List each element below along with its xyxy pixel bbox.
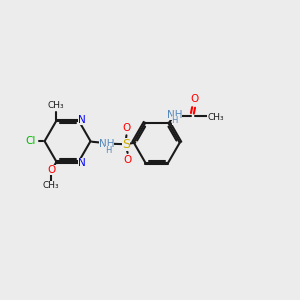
Text: N: N bbox=[77, 158, 85, 167]
Text: H: H bbox=[172, 116, 178, 125]
Text: O: O bbox=[190, 94, 199, 104]
Text: CH₃: CH₃ bbox=[48, 101, 64, 110]
Text: N: N bbox=[77, 115, 85, 125]
Text: O: O bbox=[122, 123, 130, 133]
Text: O: O bbox=[47, 166, 56, 176]
Text: CH₃: CH₃ bbox=[43, 181, 59, 190]
Text: H: H bbox=[105, 146, 111, 155]
Text: NH: NH bbox=[99, 139, 115, 149]
Text: O: O bbox=[124, 155, 132, 165]
Text: CH₃: CH₃ bbox=[207, 113, 224, 122]
Text: S: S bbox=[122, 138, 130, 151]
Text: Cl: Cl bbox=[25, 136, 36, 146]
Text: NH: NH bbox=[167, 110, 182, 120]
